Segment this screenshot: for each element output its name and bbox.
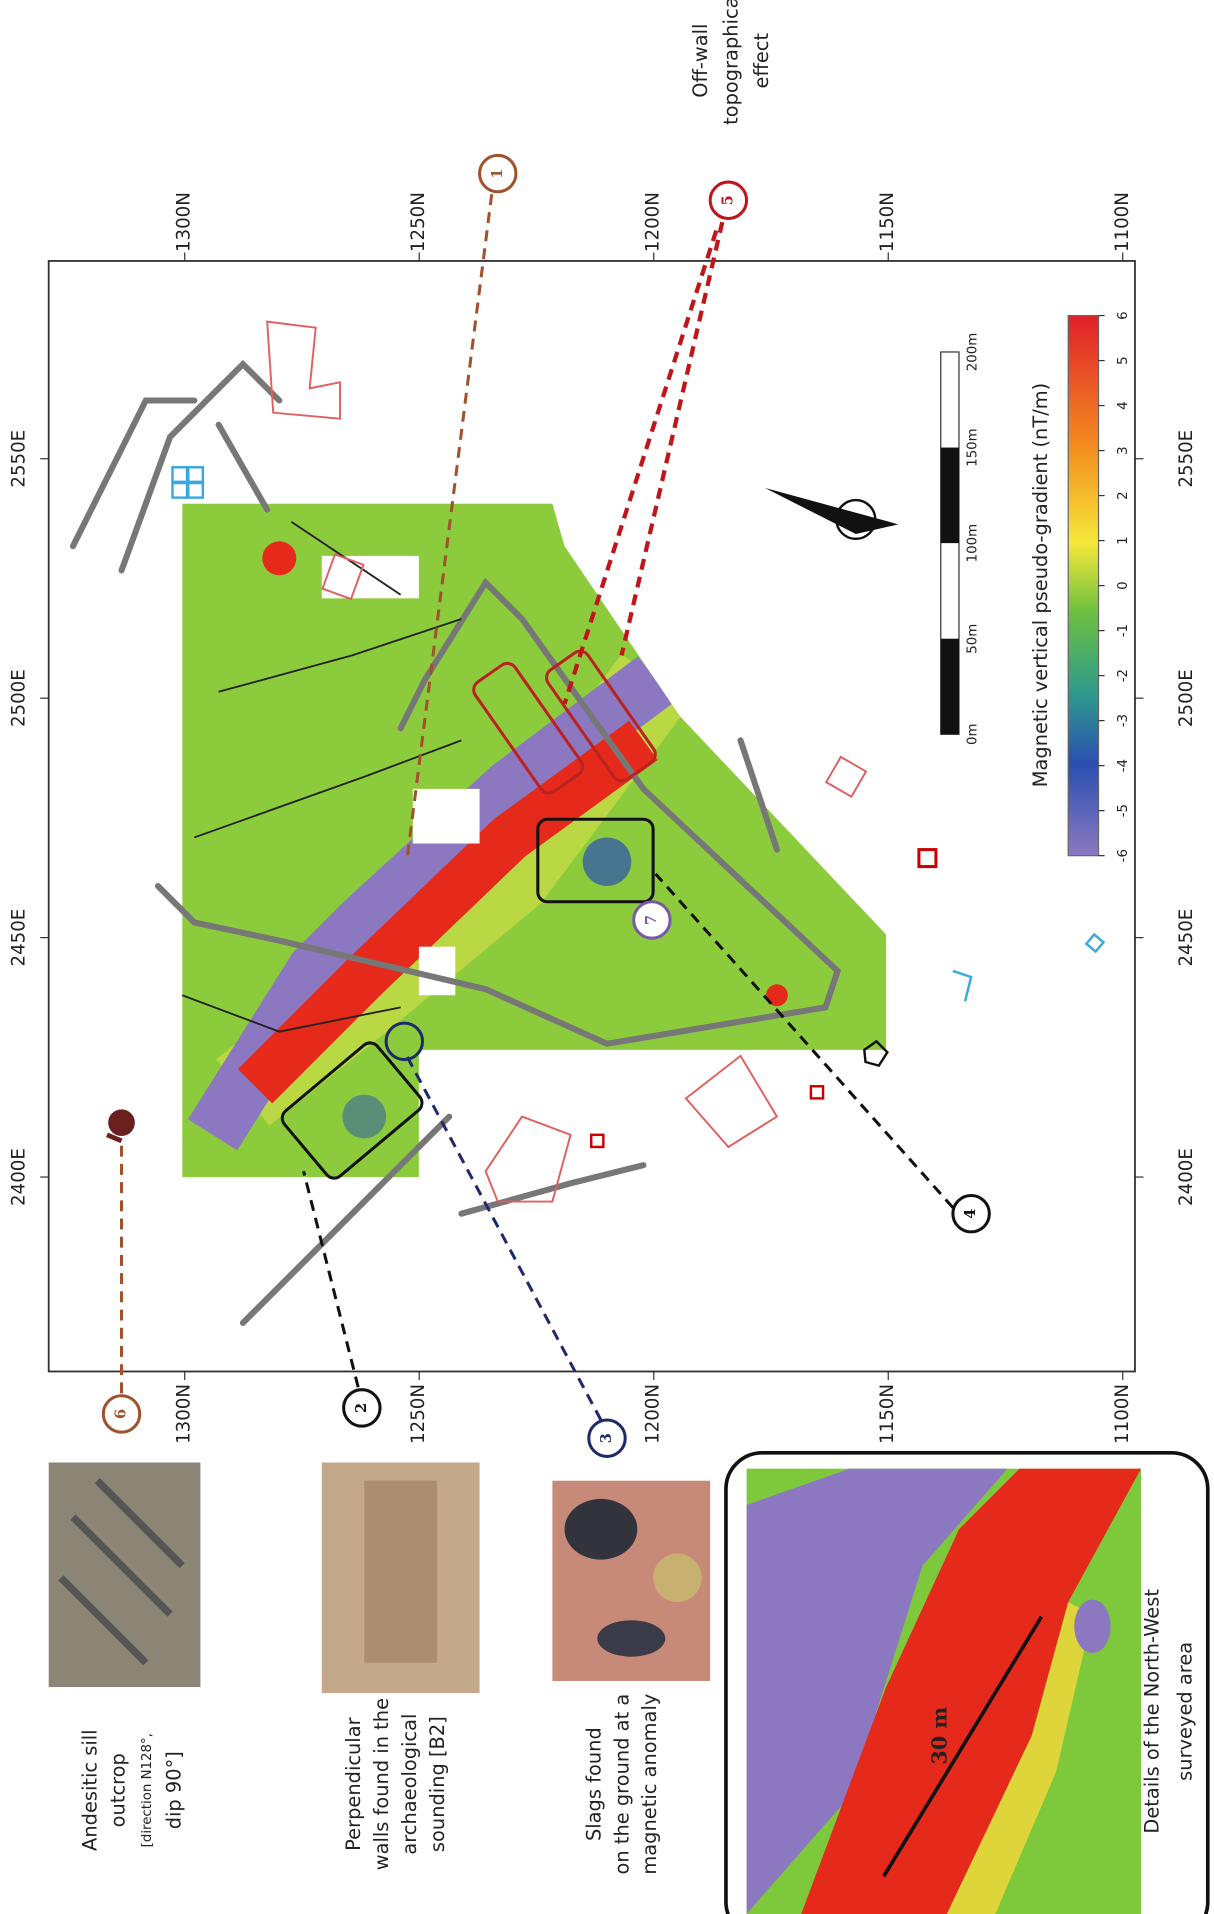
n-tick-label: 1200N [643, 1384, 664, 1444]
colorbar [1067, 314, 1100, 857]
scale-label: 0m [965, 724, 980, 746]
e-tick-label: 2500E [1176, 669, 1197, 727]
colorbar-label: 4 [1116, 401, 1131, 410]
n-tick-label: 1100N [1112, 192, 1133, 252]
panel-caption: Andesitic sill [79, 1729, 102, 1850]
scale-label: 100m [965, 524, 980, 562]
n-tick-label: 1250N [408, 192, 429, 252]
colorbar-label: 2 [1116, 491, 1131, 500]
e-tick-label: 2450E [9, 909, 30, 967]
panel-caption: walls found in the [370, 1698, 393, 1870]
e-tick-label: 2550E [9, 430, 30, 488]
colorbar-label: -2 [1116, 669, 1131, 682]
e-tick-label: 2400E [9, 1148, 30, 1206]
n-tick-label: 1300N [174, 1384, 195, 1444]
scale-segment [940, 447, 959, 544]
callout-number: 1 [489, 168, 506, 178]
callout-number: 6 [113, 1409, 130, 1419]
callout-circle [951, 1193, 991, 1234]
panel-caption: archaeological [398, 1714, 421, 1855]
panel-caption: outcrop [107, 1753, 130, 1827]
e-tick-label: 2550E [1176, 430, 1197, 488]
annotation: topographica [720, 0, 743, 125]
walls [69, 359, 842, 1326]
pin [108, 1109, 135, 1137]
panel-caption: on the ground at a [610, 1694, 633, 1875]
annotation: Off-wall [689, 24, 712, 98]
scale-label: 150m [965, 428, 980, 466]
callout-circle [587, 1418, 627, 1458]
callout-circle [708, 180, 749, 220]
callout-number: 4 [962, 1209, 979, 1219]
callout-number: 5 [719, 195, 736, 205]
callout-number: 7 [643, 915, 660, 925]
colorbar-label: 3 [1116, 446, 1131, 455]
pin [106, 1132, 123, 1144]
inset-caption: surveyed area [1173, 1642, 1196, 1781]
buildings [266, 320, 938, 1203]
labels: 1300N 1300N 1250N 1250N 1200N 1200N 1150N 1150N… [9, 0, 1198, 1875]
n-tick-label: 1300N [174, 192, 195, 252]
colorbar-label: 6 [1116, 311, 1131, 320]
annotation: effect [750, 33, 773, 89]
north-arrow [764, 487, 899, 1068]
n-tick-label: 1200N [643, 192, 664, 252]
colorbar-label: -6 [1116, 849, 1131, 862]
colorbar-label: -5 [1116, 804, 1131, 817]
scale-segment [940, 638, 959, 735]
callout-number: 3 [598, 1433, 615, 1443]
inset-arrow [882, 1615, 1044, 1878]
colorbar-label: -4 [1116, 759, 1131, 772]
colorbar-label: 0 [1116, 581, 1131, 590]
highlight-boxes [280, 649, 657, 1180]
scale-label: 50m [965, 624, 980, 654]
e-tick-label: 2500E [9, 669, 30, 727]
e-tick-label: 2400E [1176, 1148, 1197, 1206]
callout-circle [632, 900, 672, 940]
colorbar-label: -1 [1116, 624, 1131, 637]
panel-caption: Slags found [582, 1727, 605, 1841]
colorbar-label: -3 [1116, 714, 1131, 727]
panel-caption: [direction N128°, [140, 1733, 155, 1847]
callout-circle [342, 1388, 382, 1428]
n-tick-label: 1100N [1112, 1384, 1133, 1444]
colorbar-label: 1 [1116, 536, 1131, 545]
callout-number: 2 [353, 1403, 370, 1413]
callout-circle [478, 153, 518, 194]
structures [171, 466, 1106, 1002]
inset-map [746, 1468, 1142, 1914]
panel-caption: magnetic anomaly [638, 1694, 661, 1875]
inset-caption: Details of the North-West [1141, 1589, 1164, 1834]
panel-caption: dip 90°] [162, 1751, 185, 1829]
n-tick-label: 1150N [877, 192, 898, 252]
n-tick-label: 1150N [877, 1384, 898, 1444]
panel-caption: sounding [B2] [426, 1716, 449, 1852]
callout-lines [120, 193, 955, 1421]
inset-label: 30 m [927, 1707, 951, 1765]
panel-caption: Perpendicular [342, 1717, 365, 1850]
colorbar-label: 5 [1116, 356, 1131, 365]
n-tick-label: 1250N [408, 1384, 429, 1444]
callout-circle [101, 1394, 142, 1434]
scale-label: 200m [965, 333, 980, 371]
colorbar-title: Magnetic vertical pseudo-gradient (nT/m) [1029, 383, 1052, 787]
e-tick-label: 2450E [1176, 909, 1197, 967]
photos [48, 1462, 711, 1694]
